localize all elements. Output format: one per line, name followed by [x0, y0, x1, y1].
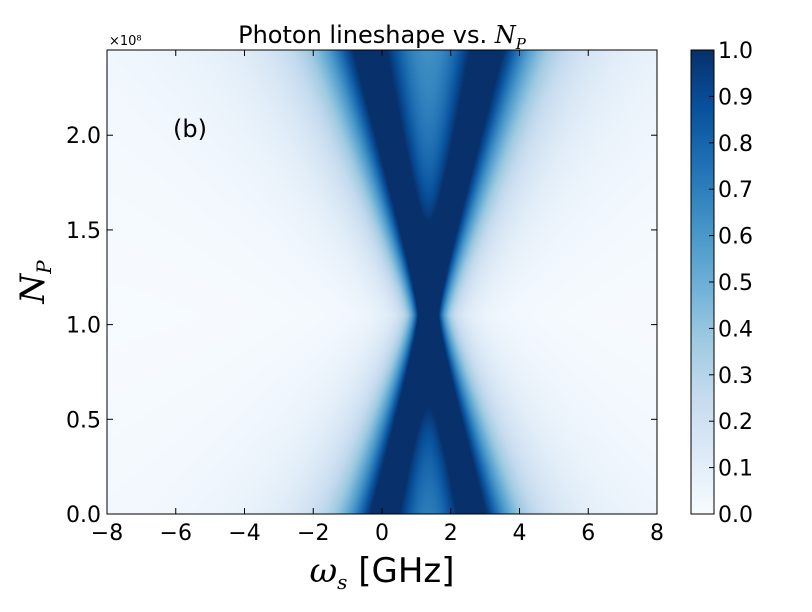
y-tick-label: 2.0: [66, 124, 101, 149]
colorbar-tick-label: 0.0: [718, 503, 753, 528]
colorbar-ticks: 0.0 0.1 0.2 0.3 0.4 0.5 0.6 0.7 0.8 0.9 1.0: [709, 39, 753, 528]
y-tick-label: 1.0: [66, 314, 101, 339]
x-tick-label: 6: [581, 521, 595, 546]
y-tick-label: 1.5: [66, 219, 101, 244]
x-tick-label: 8: [650, 521, 664, 546]
panel-label: (b): [173, 115, 207, 143]
chart-title: Photon lineshape vs. NP: [238, 21, 527, 53]
y-axis-ticks: 0.0 0.5 1.0 1.5 2.0: [66, 124, 657, 528]
heatmap-container: [107, 50, 657, 514]
colorbar-tick-label: 0.7: [718, 178, 753, 203]
colorbar-tick-label: 0.8: [718, 132, 753, 157]
colorbar-gradient: [691, 50, 714, 514]
colorbar-tick-label: 0.5: [718, 271, 753, 296]
y-axis-label: NP: [13, 260, 56, 305]
x-tick-label: −6: [160, 521, 192, 546]
heatmap-image: [107, 50, 657, 514]
colorbar-tick-label: 0.3: [718, 364, 753, 389]
colorbar-tick-label: 0.2: [718, 410, 753, 435]
x-tick-label: −2: [297, 521, 329, 546]
y-axis-multiplier: ×10⁸: [109, 34, 142, 49]
x-tick-label: 0: [375, 521, 389, 546]
y-tick-label: 0.5: [66, 408, 101, 433]
x-tick-label: −4: [228, 521, 260, 546]
colorbar-tick-label: 0.1: [718, 457, 753, 482]
colorbar-tick-label: 0.6: [718, 225, 753, 250]
colorbar-tick-label: 0.4: [718, 317, 753, 342]
x-tick-label: −8: [91, 521, 123, 546]
x-axis-label: ωs [GHz]: [309, 551, 454, 594]
x-tick-label: 4: [513, 521, 527, 546]
x-axis-ticks: −8 −6 −4 −2 0 2 4 6 8: [91, 50, 664, 546]
x-tick-label: 2: [444, 521, 458, 546]
y-tick-label: 0.0: [66, 503, 101, 528]
colorbar-tick-label: 0.9: [718, 85, 753, 110]
colorbar-tick-label: 1.0: [718, 39, 753, 64]
